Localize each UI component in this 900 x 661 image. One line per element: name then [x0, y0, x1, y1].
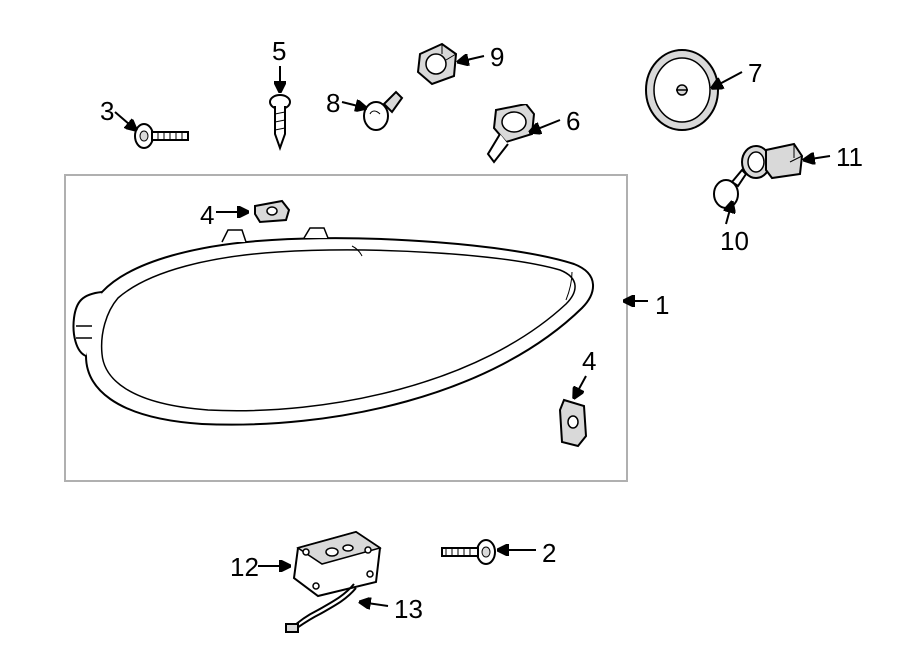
- callout-4a: 4: [200, 202, 214, 228]
- callout-10: 10: [720, 228, 749, 254]
- callout-4b: 4: [582, 348, 596, 374]
- callout-5: 5: [272, 38, 286, 64]
- callout-3: 3: [100, 98, 114, 124]
- callout-13: 13: [394, 596, 423, 622]
- callout-1: 1: [655, 292, 669, 318]
- callout-2: 2: [542, 540, 556, 566]
- callout-9: 9: [490, 44, 504, 70]
- diagram-canvas: 1 2 3 4 4 5 6 7 8 9 10 11 12 13: [0, 0, 900, 661]
- callout-11: 11: [836, 144, 863, 170]
- callout-6: 6: [566, 108, 580, 134]
- callout-12: 12: [230, 554, 259, 580]
- leader-lines: [0, 0, 900, 661]
- callout-7: 7: [748, 60, 762, 86]
- callout-8: 8: [326, 90, 340, 116]
